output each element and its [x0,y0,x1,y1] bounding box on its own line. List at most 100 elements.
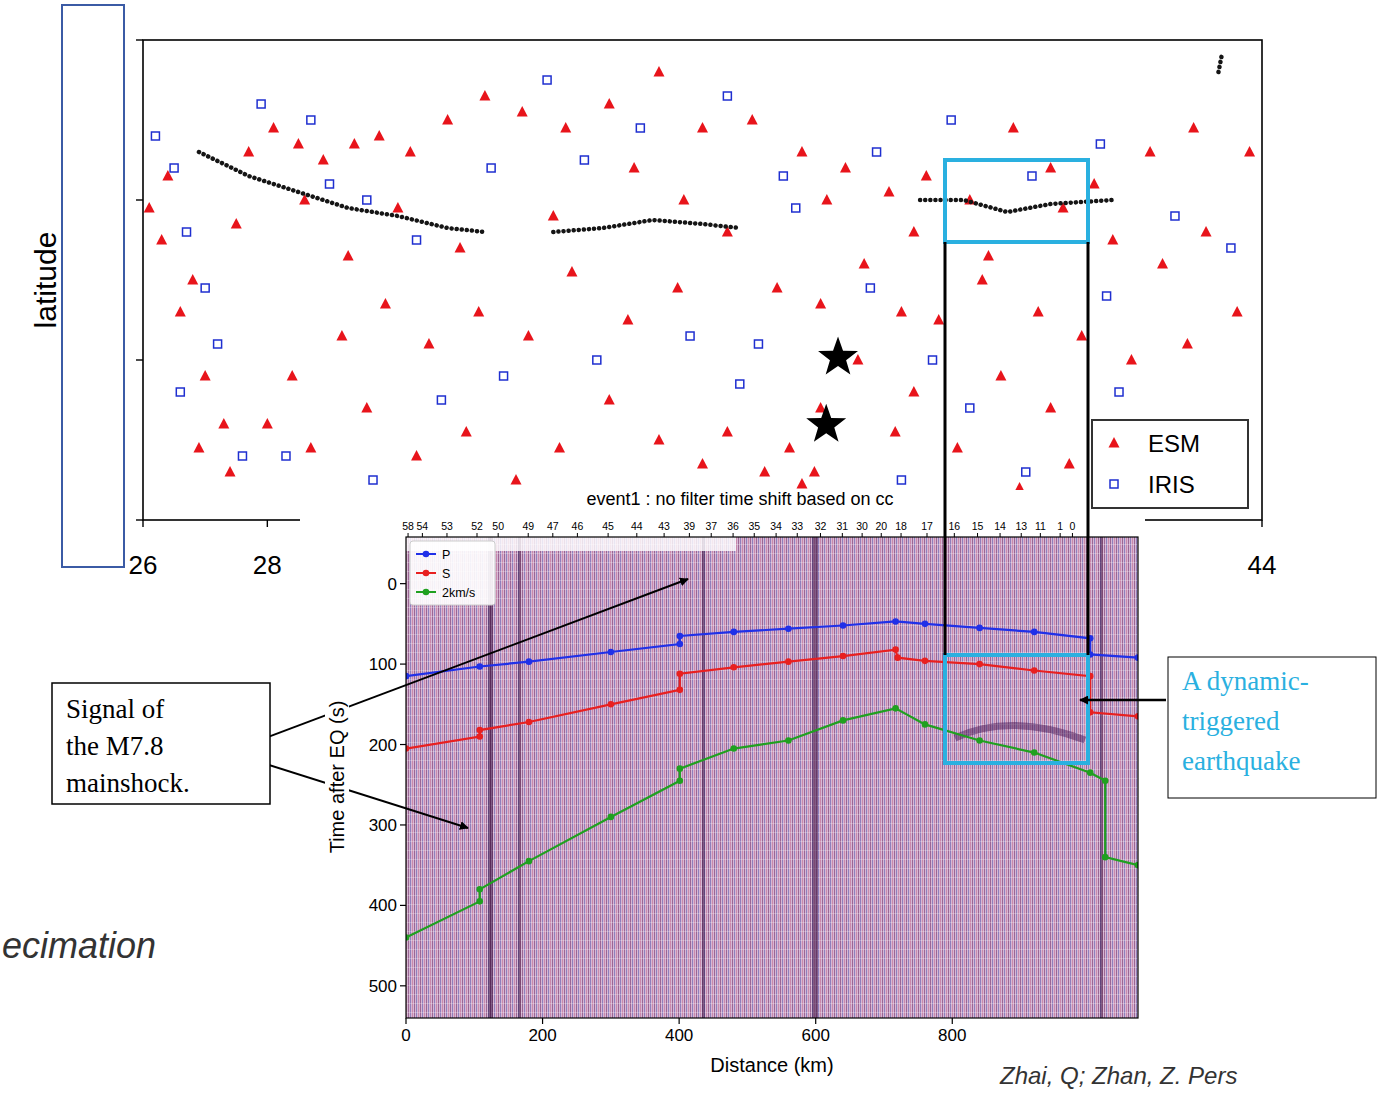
phase-point [608,649,615,656]
station-marker [1022,468,1030,476]
phase-point [677,687,684,694]
top-tick-label: 14 [994,520,1006,532]
waveform-image [406,537,1138,1018]
station-marker [809,466,820,477]
record-frame [406,537,1138,1018]
station-marker [336,330,347,341]
top-tick-label: 31 [836,520,848,532]
top-tick [446,533,447,537]
note-text: A dynamic- [1182,666,1309,696]
y-tick [136,359,143,360]
station-marker [343,250,354,261]
note-text: the M7.8 [66,731,164,761]
highlight-box [945,655,1088,763]
record-title: event1 : no filter time shift based on c… [586,489,893,509]
station-marker [1182,338,1193,349]
phase-point [840,622,847,629]
station-marker [754,340,762,348]
station-marker [1171,212,1179,220]
x-tick-label: 0 [401,1026,410,1045]
top-tick-label: 20 [875,520,887,532]
station-marker [784,442,795,453]
station-marker [380,298,391,309]
y-axis-title: Time after EQ (s) [326,701,348,854]
phase-point [608,814,615,821]
station-marker [257,100,265,108]
legend-marker [1109,437,1120,448]
station-marker [622,314,633,325]
station-marker [1115,388,1123,396]
record-marks [406,618,1138,941]
station-marker [779,172,787,180]
top-tick-label: 47 [547,520,559,532]
phase-point [476,733,483,740]
station-marker [933,314,944,325]
station-marker [231,218,242,229]
station-marker [697,458,708,469]
top-tick [408,533,409,537]
legend-box [410,541,495,605]
phase-point [785,658,792,665]
legend-label: 2km/s [442,586,475,600]
station-marker [995,370,1006,381]
legend-label: ESM [1148,430,1200,457]
y-tick-label: 500 [369,977,397,996]
phase-point [1102,777,1109,784]
top-tick [797,533,798,537]
station-marker [144,202,155,213]
top-tick [733,533,734,537]
station-marker [1089,178,1100,189]
station-marker [593,356,601,364]
label-frame [62,5,124,567]
top-tick-label: 17 [921,520,933,532]
panel-background [300,490,1145,1085]
y-tick [400,663,406,664]
station-marker [437,396,445,404]
station-marker [268,122,279,133]
station-marker [697,122,708,133]
top-tick-label: 16 [948,520,960,532]
top-tick-label: 15 [972,520,984,532]
phase-point [608,701,615,708]
station-marker [736,380,744,388]
x-tick-label: 800 [938,1026,966,1045]
station-marker [175,306,186,317]
x-tick [267,520,268,527]
phase-point [894,654,901,661]
station-marker [243,146,254,157]
x-tick [142,520,143,527]
top-tick [820,533,821,537]
top-tick [528,533,529,537]
x-tick [679,1018,680,1024]
phase-point [976,625,983,632]
top-tick [776,533,777,537]
station-marker [305,442,316,453]
station-marker [1107,234,1118,245]
top-tick [1000,533,1001,537]
station-marker [442,114,453,125]
station-marker [201,284,209,292]
station-marker [560,122,571,133]
legend-label: S [442,567,450,581]
phase-point [1087,769,1094,776]
station-marker [548,210,559,221]
legend-label: P [442,548,450,562]
station-marker [218,418,229,429]
y-tick-label: 100 [369,655,397,674]
phase-point [730,664,737,671]
station-marker [413,236,421,244]
x-tick-label: 44 [1248,550,1277,580]
station-marker [1096,140,1104,148]
station-marker [156,234,167,245]
x-tick [1261,520,1262,527]
station-marker [307,116,315,124]
x-tick [815,1018,816,1024]
station-marker [604,98,615,109]
station-marker [455,242,466,253]
phase-point [476,727,483,734]
phase-point [840,653,847,660]
station-marker [225,466,236,477]
top-tick [1072,533,1073,537]
phase-point [1031,629,1038,636]
station-marker [852,354,863,365]
